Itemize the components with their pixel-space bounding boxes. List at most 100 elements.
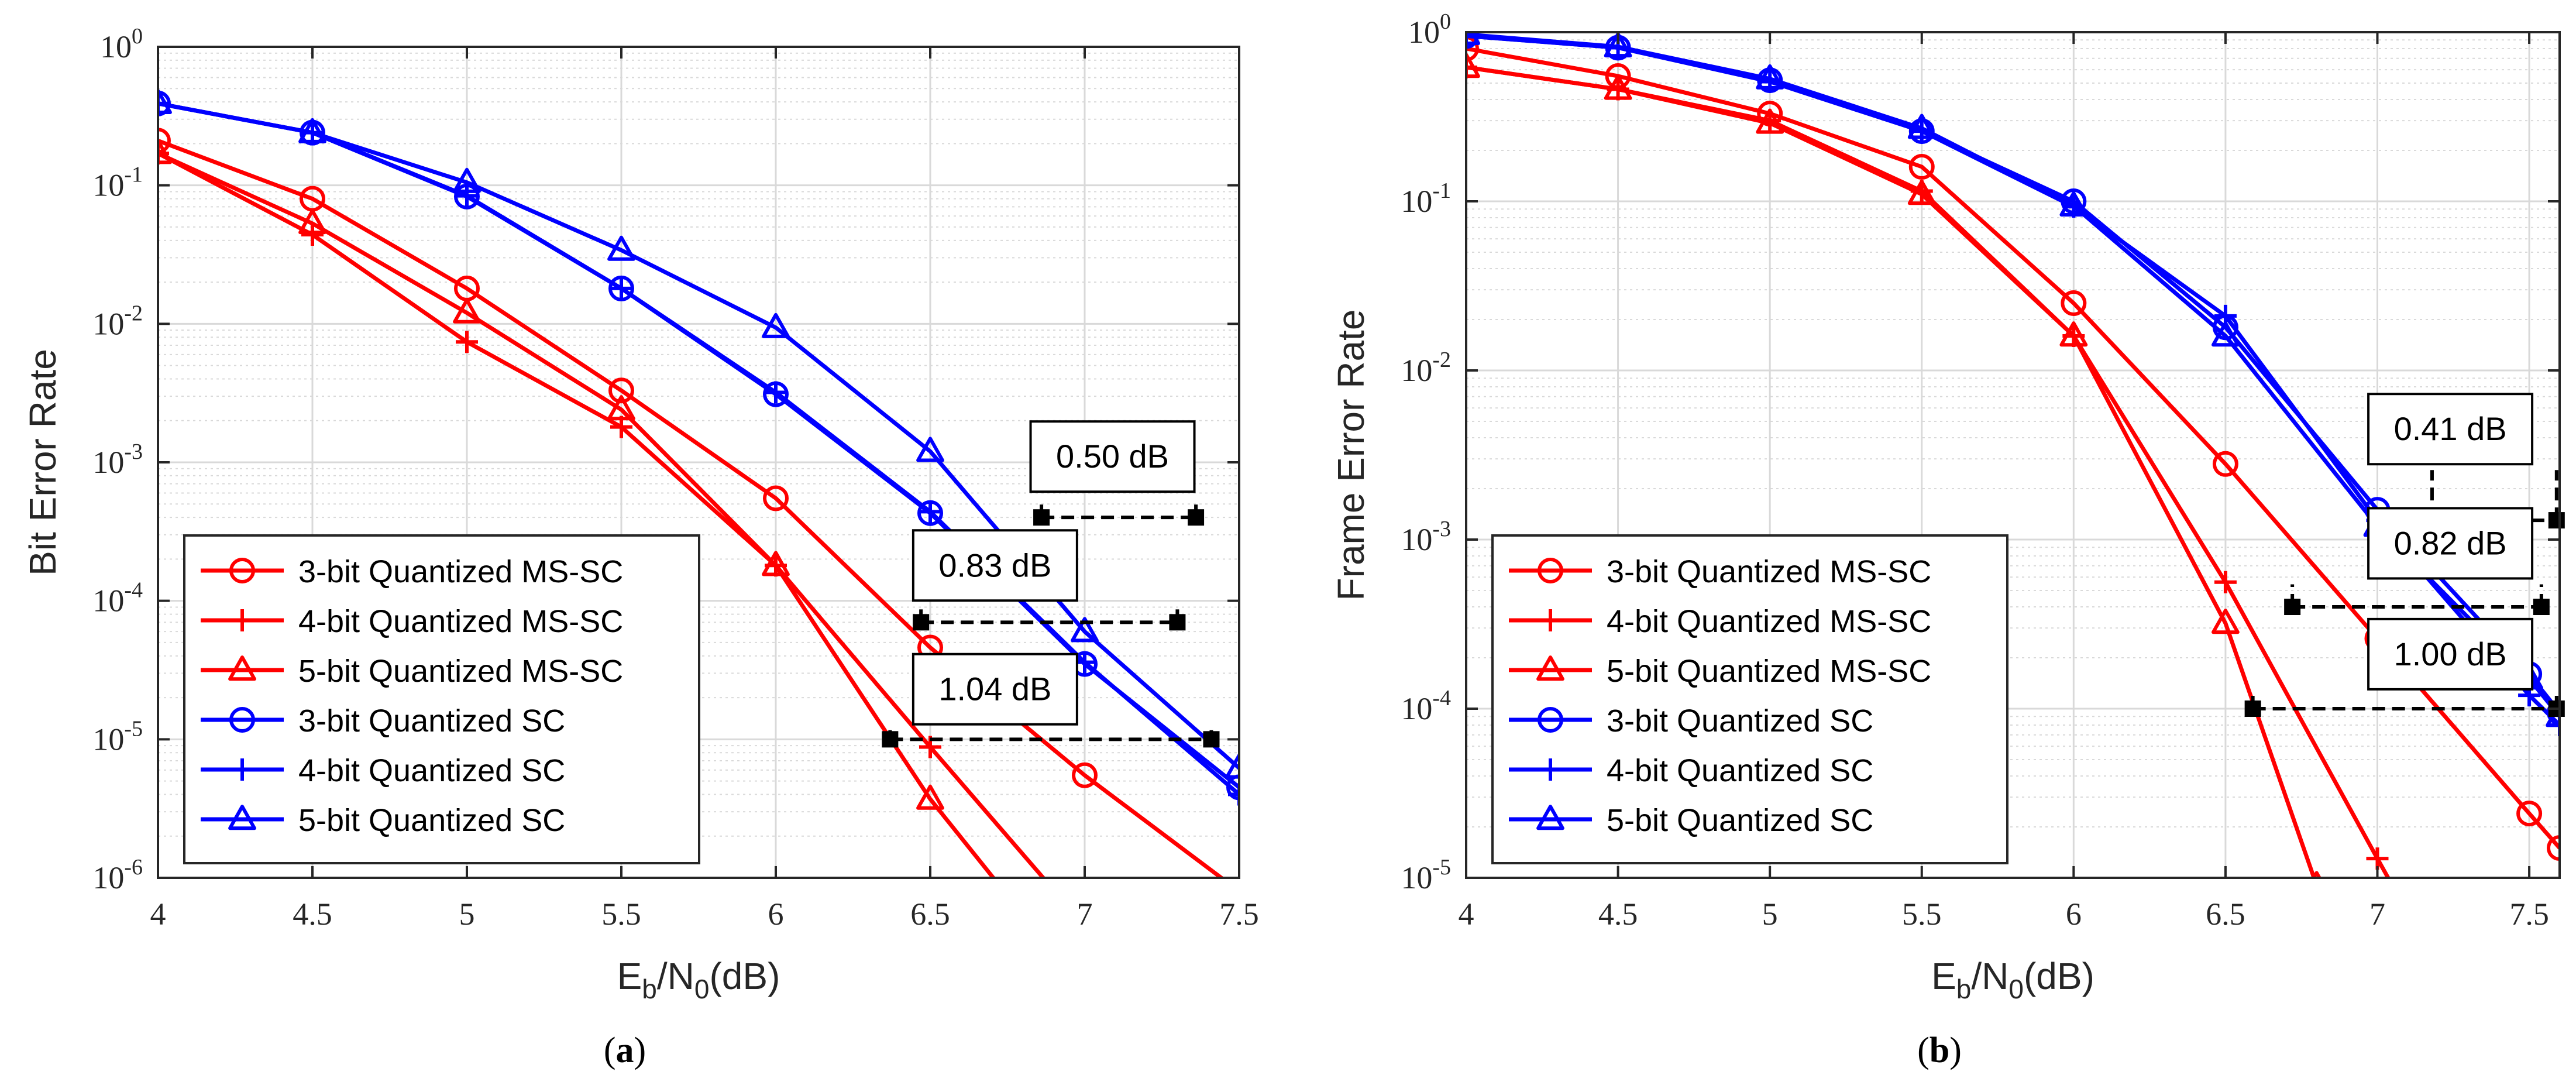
- data-point: [610, 277, 632, 300]
- ticks: [1465, 31, 2560, 879]
- gap-annotation-1: 0.82 dB: [2284, 507, 2550, 616]
- data-point: [607, 235, 635, 261]
- legend-marker: [1536, 655, 1564, 681]
- gap-annotation-2: 1.04 dB: [882, 653, 1220, 748]
- data-point: [1604, 74, 1632, 100]
- series-0: [158, 128, 1225, 878]
- gap-annotation-1: 0.83 dB: [912, 529, 1186, 631]
- x-tick-label: 7: [1077, 897, 1093, 932]
- caption-b-close: ): [1949, 1031, 1962, 1070]
- legend-marker: [231, 609, 253, 631]
- legend-label: 5-bit Quantized SC: [298, 803, 565, 838]
- y-tick-label: 10-5: [92, 716, 143, 757]
- data-point: [1071, 617, 1099, 643]
- legend-marker: [229, 558, 255, 583]
- y-tick-label: 10-2: [92, 301, 143, 341]
- data-point: [1908, 154, 1935, 180]
- gap-label-box: [912, 529, 1078, 602]
- gap-label: 0.83 dB: [938, 547, 1051, 583]
- gap-endpoint: [1188, 509, 1205, 526]
- legend-label: 3-bit Quantized SC: [1607, 703, 1873, 739]
- legend-box: [183, 534, 700, 864]
- annotations: 0.50 dB 0.83 dB 1.04 dB: [882, 420, 1220, 748]
- gap-endpoint: [2548, 512, 2565, 529]
- data-point: [1907, 180, 1936, 205]
- y-tick-label: 10-1: [1401, 178, 1451, 219]
- y-tick-label: 10-3: [92, 439, 143, 480]
- data-point: [762, 551, 790, 576]
- legend-label: 3-bit Quantized MS-SC: [298, 554, 623, 589]
- x-tick-label: 5.5: [601, 897, 641, 932]
- chart-panel-b: 0.41 dB 0.82 dB 1.00 dB 4 4.5 5 5.5 6 6.5 7 7.5 100…: [1330, 9, 2565, 1004]
- y-tick-label: 10-6: [92, 855, 143, 895]
- y-axis-label: Frame Error Rate: [1330, 310, 1372, 601]
- data-point: [1228, 783, 1239, 806]
- data-point: [2212, 321, 2240, 347]
- y-tick-label: 10-4: [1401, 686, 1451, 726]
- legend-item-3: 3-bit Quantized SC: [201, 703, 565, 739]
- x-tick-label: 5.5: [1902, 897, 1942, 932]
- series-group: [158, 88, 1239, 878]
- data-point: [1756, 64, 1784, 90]
- x-tick-label: 6: [768, 897, 784, 932]
- legend-marker: [229, 707, 255, 733]
- data-point: [1466, 53, 1480, 78]
- legend-marker: [231, 758, 253, 781]
- data-point: [916, 437, 944, 462]
- legend-label: 4-bit Quantized MS-SC: [1607, 604, 1931, 639]
- data-point: [2059, 191, 2088, 217]
- series-2: [1466, 53, 2322, 878]
- legend-marker: [1538, 707, 1563, 733]
- caption-a-letter: a: [615, 1031, 634, 1070]
- data-point: [453, 298, 481, 324]
- gap-endpoint: [2284, 599, 2301, 616]
- data-point: [158, 139, 172, 164]
- gap-label-box: [2367, 507, 2534, 580]
- data-point: [158, 88, 172, 114]
- series-line: [1466, 65, 2316, 878]
- data-point: [1072, 762, 1098, 788]
- legend-marker: [1536, 805, 1564, 830]
- series-line: [158, 151, 996, 878]
- legend-label: 3-bit Quantized SC: [298, 703, 565, 739]
- legend-label: 4-bit Quantized MS-SC: [298, 604, 623, 639]
- legend-box: [1491, 534, 2008, 864]
- data-point: [2212, 609, 2240, 634]
- data-point: [2516, 801, 2543, 827]
- data-point: [2059, 321, 2088, 347]
- y-axis-label: Bit Error Rate: [22, 349, 64, 576]
- gap-label-box: [912, 653, 1078, 726]
- data-point: [762, 313, 790, 338]
- ticks: [157, 46, 1240, 879]
- x-tick-label: 4: [150, 897, 166, 932]
- data-point: [1907, 114, 1936, 139]
- legend-label: 5-bit Quantized MS-SC: [298, 654, 623, 689]
- gap-endpoint: [1203, 731, 1220, 748]
- legend-marker: [1539, 758, 1562, 781]
- legend-item-4: 4-bit Quantized SC: [201, 753, 565, 788]
- legend-item-0: 3-bit Quantized MS-SC: [1509, 554, 1931, 589]
- series-line: [158, 101, 1239, 796]
- data-point: [301, 224, 324, 246]
- legend-item-4: 4-bit Quantized SC: [1509, 753, 1873, 788]
- data-point: [298, 209, 326, 235]
- x-tick-label: 4.5: [293, 897, 332, 932]
- legend-label: 4-bit Quantized SC: [298, 753, 565, 788]
- gap-endpoint: [1033, 509, 1050, 526]
- x-tick-label: 7.5: [1219, 897, 1259, 932]
- y-tick-label: 100: [100, 24, 143, 64]
- x-tick-label: 6: [2066, 897, 2082, 932]
- data-point: [2396, 902, 2419, 924]
- data-point: [607, 395, 635, 421]
- data-point: [1225, 753, 1239, 779]
- data-point: [298, 118, 326, 143]
- legend-item-2: 5-bit Quantized MS-SC: [1509, 654, 1931, 689]
- chart-panel-a: 0.50 dB 0.83 dB 1.04 dB 4 4.5 5 5.5 6 6.5 7 7.5 100…: [22, 24, 1259, 1004]
- gap-endpoint: [1169, 614, 1186, 631]
- data-point: [2366, 847, 2389, 870]
- x-tick-label: 7.5: [2509, 897, 2549, 932]
- series-line: [158, 139, 1225, 878]
- gap-endpoint: [913, 614, 930, 631]
- legend-item-5: 5-bit Quantized SC: [201, 803, 565, 838]
